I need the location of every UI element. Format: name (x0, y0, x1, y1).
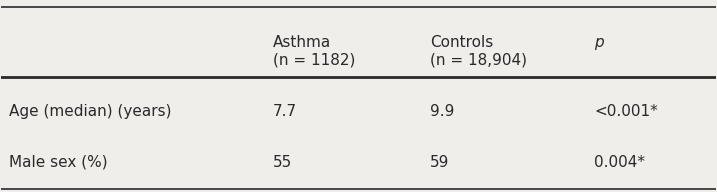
Text: 55: 55 (272, 155, 292, 170)
Text: Male sex (%): Male sex (%) (9, 155, 107, 170)
Text: Controls
(n = 18,904): Controls (n = 18,904) (430, 36, 527, 68)
Text: p: p (594, 36, 604, 50)
Text: <0.001*: <0.001* (594, 104, 658, 119)
Text: 59: 59 (430, 155, 450, 170)
Text: Asthma
(n = 1182): Asthma (n = 1182) (272, 36, 355, 68)
Text: Age (median) (years): Age (median) (years) (9, 104, 171, 119)
Text: 7.7: 7.7 (272, 104, 297, 119)
Text: 9.9: 9.9 (430, 104, 455, 119)
Text: 0.004*: 0.004* (594, 155, 645, 170)
